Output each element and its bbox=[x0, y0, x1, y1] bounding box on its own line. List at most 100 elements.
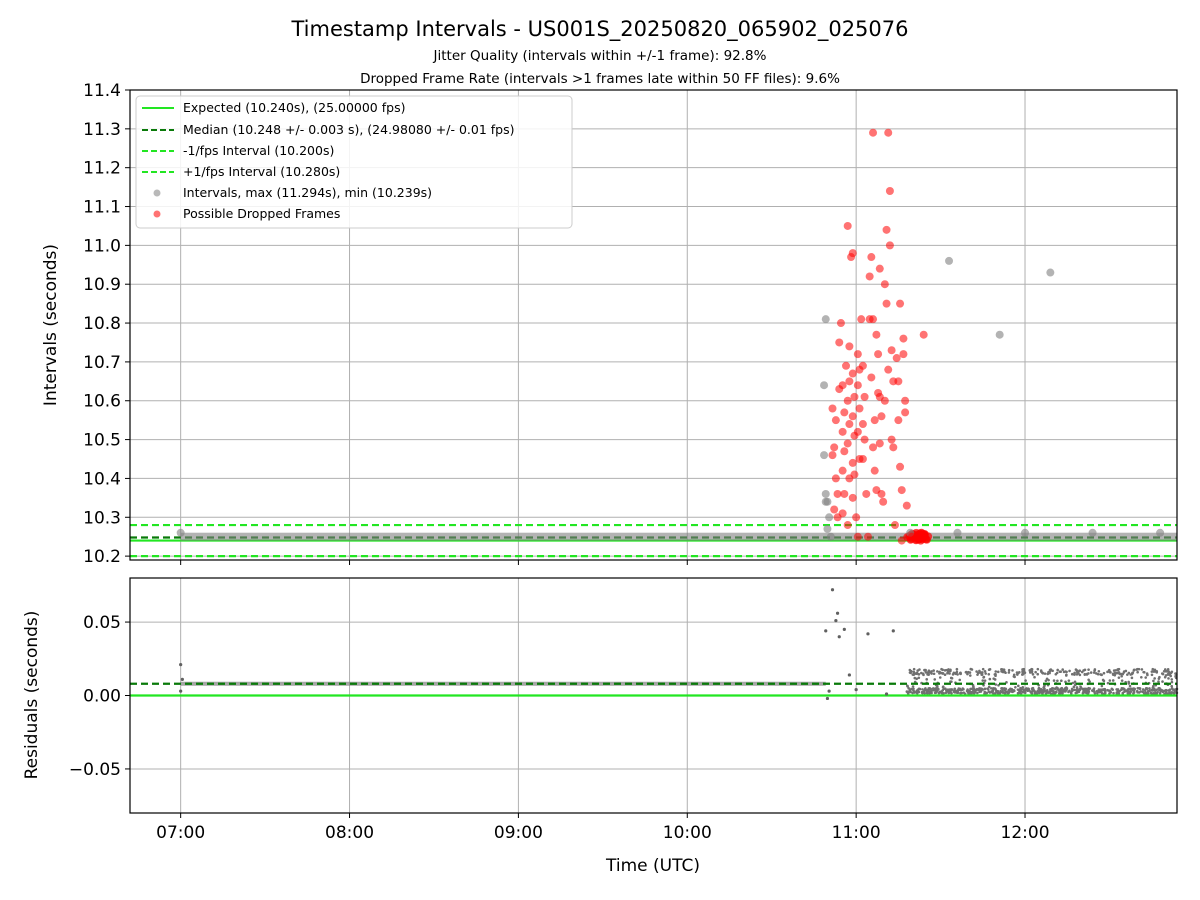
residual-point bbox=[1121, 687, 1125, 690]
dropped-frame-point bbox=[896, 462, 905, 471]
interval-point bbox=[825, 513, 834, 522]
residual-point bbox=[987, 673, 991, 676]
residual-point bbox=[978, 669, 981, 673]
dropped-frame-point bbox=[869, 128, 878, 137]
residual-point bbox=[991, 689, 995, 693]
dropped-frame-point bbox=[892, 354, 901, 363]
residual-point bbox=[1053, 692, 1057, 695]
residual-point bbox=[1058, 692, 1062, 695]
residual-point bbox=[969, 687, 972, 691]
subtitle-jitter: Jitter Quality (intervals within +/-1 fr… bbox=[433, 48, 767, 64]
residual-point bbox=[179, 663, 183, 667]
residual-point bbox=[1161, 672, 1165, 676]
residual-point bbox=[944, 691, 948, 695]
residual-point bbox=[1080, 670, 1084, 674]
residual-point bbox=[1059, 670, 1062, 674]
residual-point bbox=[1152, 679, 1155, 683]
intervals-y-label: Intervals (seconds) bbox=[41, 244, 61, 406]
residual-point bbox=[1003, 687, 1006, 690]
residual-point bbox=[1111, 672, 1115, 676]
intervals-axes-frame bbox=[129, 89, 1178, 561]
residual-point bbox=[1074, 691, 1078, 695]
residual-point bbox=[1163, 668, 1167, 671]
dropped-frame-point bbox=[845, 420, 854, 429]
residual-point bbox=[1137, 667, 1141, 671]
residual-point bbox=[921, 688, 924, 691]
x-axis-label: Time (UTC) bbox=[605, 856, 700, 876]
residual-point bbox=[1124, 689, 1128, 693]
residual-point bbox=[913, 691, 916, 694]
residual-point bbox=[979, 687, 983, 690]
residual-point bbox=[1121, 692, 1125, 695]
residual-point bbox=[973, 689, 977, 693]
residual-point bbox=[1152, 670, 1156, 673]
dropped-frame-point bbox=[858, 420, 867, 429]
residuals-tick-label-y: −0.05 bbox=[69, 760, 121, 780]
dropped-frame-point bbox=[850, 470, 859, 479]
residual-point bbox=[912, 673, 915, 676]
residual-point bbox=[992, 692, 995, 695]
dropped-frame-point bbox=[884, 365, 893, 374]
residual-point bbox=[837, 635, 841, 639]
dropped-frame-point bbox=[896, 299, 905, 308]
residual-point bbox=[1130, 676, 1134, 680]
residual-point bbox=[975, 687, 979, 691]
residual-point bbox=[986, 688, 990, 691]
dropped-frame-point bbox=[887, 435, 896, 444]
residual-point bbox=[943, 669, 947, 672]
dropped-frame-point bbox=[880, 280, 889, 289]
residual-point bbox=[1037, 686, 1041, 690]
residual-point bbox=[1112, 669, 1116, 672]
dropped-frame-point bbox=[833, 489, 842, 498]
residual-point bbox=[996, 689, 1000, 693]
residual-point bbox=[1071, 681, 1075, 685]
residual-point bbox=[926, 673, 929, 676]
residual-point bbox=[1166, 667, 1170, 671]
residual-point bbox=[1138, 687, 1142, 690]
residual-point bbox=[891, 629, 895, 633]
residual-point bbox=[1046, 672, 1050, 676]
intervals-tick-label-y: 10.2 bbox=[83, 547, 121, 567]
residual-point bbox=[1033, 675, 1036, 679]
residual-point bbox=[1078, 669, 1082, 673]
dropped-frame-point bbox=[853, 427, 862, 436]
residual-point bbox=[1083, 668, 1087, 672]
dropped-frame-point bbox=[889, 443, 898, 452]
residual-point bbox=[1170, 684, 1174, 688]
residual-point bbox=[1062, 670, 1066, 674]
residual-point bbox=[958, 688, 962, 691]
residual-point bbox=[1016, 671, 1020, 675]
residual-point bbox=[910, 687, 913, 691]
residual-point bbox=[949, 676, 953, 680]
dropped-frame-point bbox=[828, 451, 837, 460]
dropped-frame-point bbox=[862, 489, 871, 498]
residual-point bbox=[1100, 692, 1104, 695]
legend-marker-dropped bbox=[153, 210, 161, 218]
intervals-panel: 10.2 10.3 10.4 10.5 10.6 10.7 10.8 10.9 11.0 11.1… bbox=[41, 81, 1178, 567]
legend-label-dropped: Possible Dropped Frames bbox=[183, 206, 340, 221]
residual-point bbox=[1068, 689, 1071, 693]
dropped-frame-point bbox=[885, 186, 894, 195]
x-tick-label: 11:00 bbox=[832, 823, 881, 843]
dropped-frame-point bbox=[855, 404, 864, 413]
interval-point bbox=[995, 330, 1004, 339]
residual-point bbox=[842, 627, 846, 632]
residual-point bbox=[1083, 672, 1087, 676]
residual-point bbox=[938, 691, 942, 694]
residual-point bbox=[1021, 685, 1025, 689]
residual-point bbox=[984, 672, 987, 675]
residual-point bbox=[1056, 679, 1059, 683]
dropped-frame-point bbox=[863, 532, 872, 541]
dropped-frame-point bbox=[836, 319, 845, 328]
residual-point bbox=[1148, 687, 1151, 690]
residual-point bbox=[936, 689, 939, 692]
dropped-frame-point bbox=[848, 369, 857, 378]
residual-point bbox=[909, 670, 913, 673]
residual-point bbox=[912, 667, 916, 671]
dropped-frame-point bbox=[845, 377, 854, 386]
residual-point bbox=[980, 673, 983, 676]
residual-point bbox=[932, 672, 936, 676]
residual-point bbox=[1000, 687, 1004, 690]
residual-point bbox=[1063, 687, 1067, 690]
